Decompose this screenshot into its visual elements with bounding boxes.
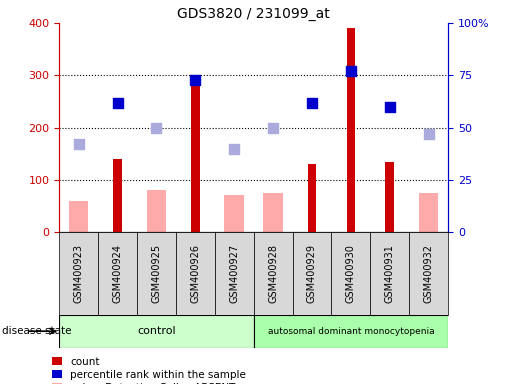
- Bar: [191, 81, 200, 232]
- FancyBboxPatch shape: [137, 232, 176, 315]
- Point: [191, 76, 199, 83]
- FancyBboxPatch shape: [332, 232, 370, 315]
- FancyBboxPatch shape: [253, 232, 293, 315]
- Bar: [263, 193, 283, 232]
- Point: [75, 141, 83, 147]
- FancyBboxPatch shape: [59, 315, 253, 348]
- Text: GSM400931: GSM400931: [385, 244, 394, 303]
- Text: GSM400923: GSM400923: [74, 244, 83, 303]
- Text: disease state: disease state: [2, 326, 71, 336]
- Point: [308, 99, 316, 106]
- Bar: [347, 28, 355, 232]
- FancyBboxPatch shape: [293, 232, 332, 315]
- Text: GSM400927: GSM400927: [229, 244, 239, 303]
- Text: autosomal dominant monocytopenia: autosomal dominant monocytopenia: [267, 327, 434, 336]
- Text: control: control: [137, 326, 176, 336]
- Bar: [113, 159, 122, 232]
- FancyBboxPatch shape: [176, 232, 215, 315]
- Bar: [69, 201, 89, 232]
- FancyBboxPatch shape: [253, 315, 448, 348]
- Point: [230, 146, 238, 152]
- Point: [152, 124, 161, 131]
- Text: GSM400932: GSM400932: [424, 244, 434, 303]
- Point: [386, 104, 394, 110]
- FancyBboxPatch shape: [370, 232, 409, 315]
- FancyBboxPatch shape: [409, 232, 448, 315]
- Bar: [225, 195, 244, 232]
- Title: GDS3820 / 231099_at: GDS3820 / 231099_at: [177, 7, 330, 21]
- Point: [269, 124, 277, 131]
- Bar: [307, 164, 316, 232]
- Text: GSM400925: GSM400925: [151, 244, 161, 303]
- Bar: [147, 190, 166, 232]
- Text: GSM400926: GSM400926: [191, 244, 200, 303]
- Text: GSM400929: GSM400929: [307, 244, 317, 303]
- Bar: [419, 193, 438, 232]
- Point: [424, 131, 433, 137]
- Bar: [385, 162, 394, 232]
- FancyBboxPatch shape: [59, 232, 98, 315]
- Point: [113, 99, 122, 106]
- Point: [347, 68, 355, 74]
- Text: GSM400930: GSM400930: [346, 244, 356, 303]
- Text: GSM400928: GSM400928: [268, 244, 278, 303]
- FancyBboxPatch shape: [98, 232, 137, 315]
- FancyBboxPatch shape: [215, 232, 253, 315]
- Legend: count, percentile rank within the sample, value, Detection Call = ABSENT, rank, : count, percentile rank within the sample…: [52, 357, 246, 384]
- Text: GSM400924: GSM400924: [113, 244, 123, 303]
